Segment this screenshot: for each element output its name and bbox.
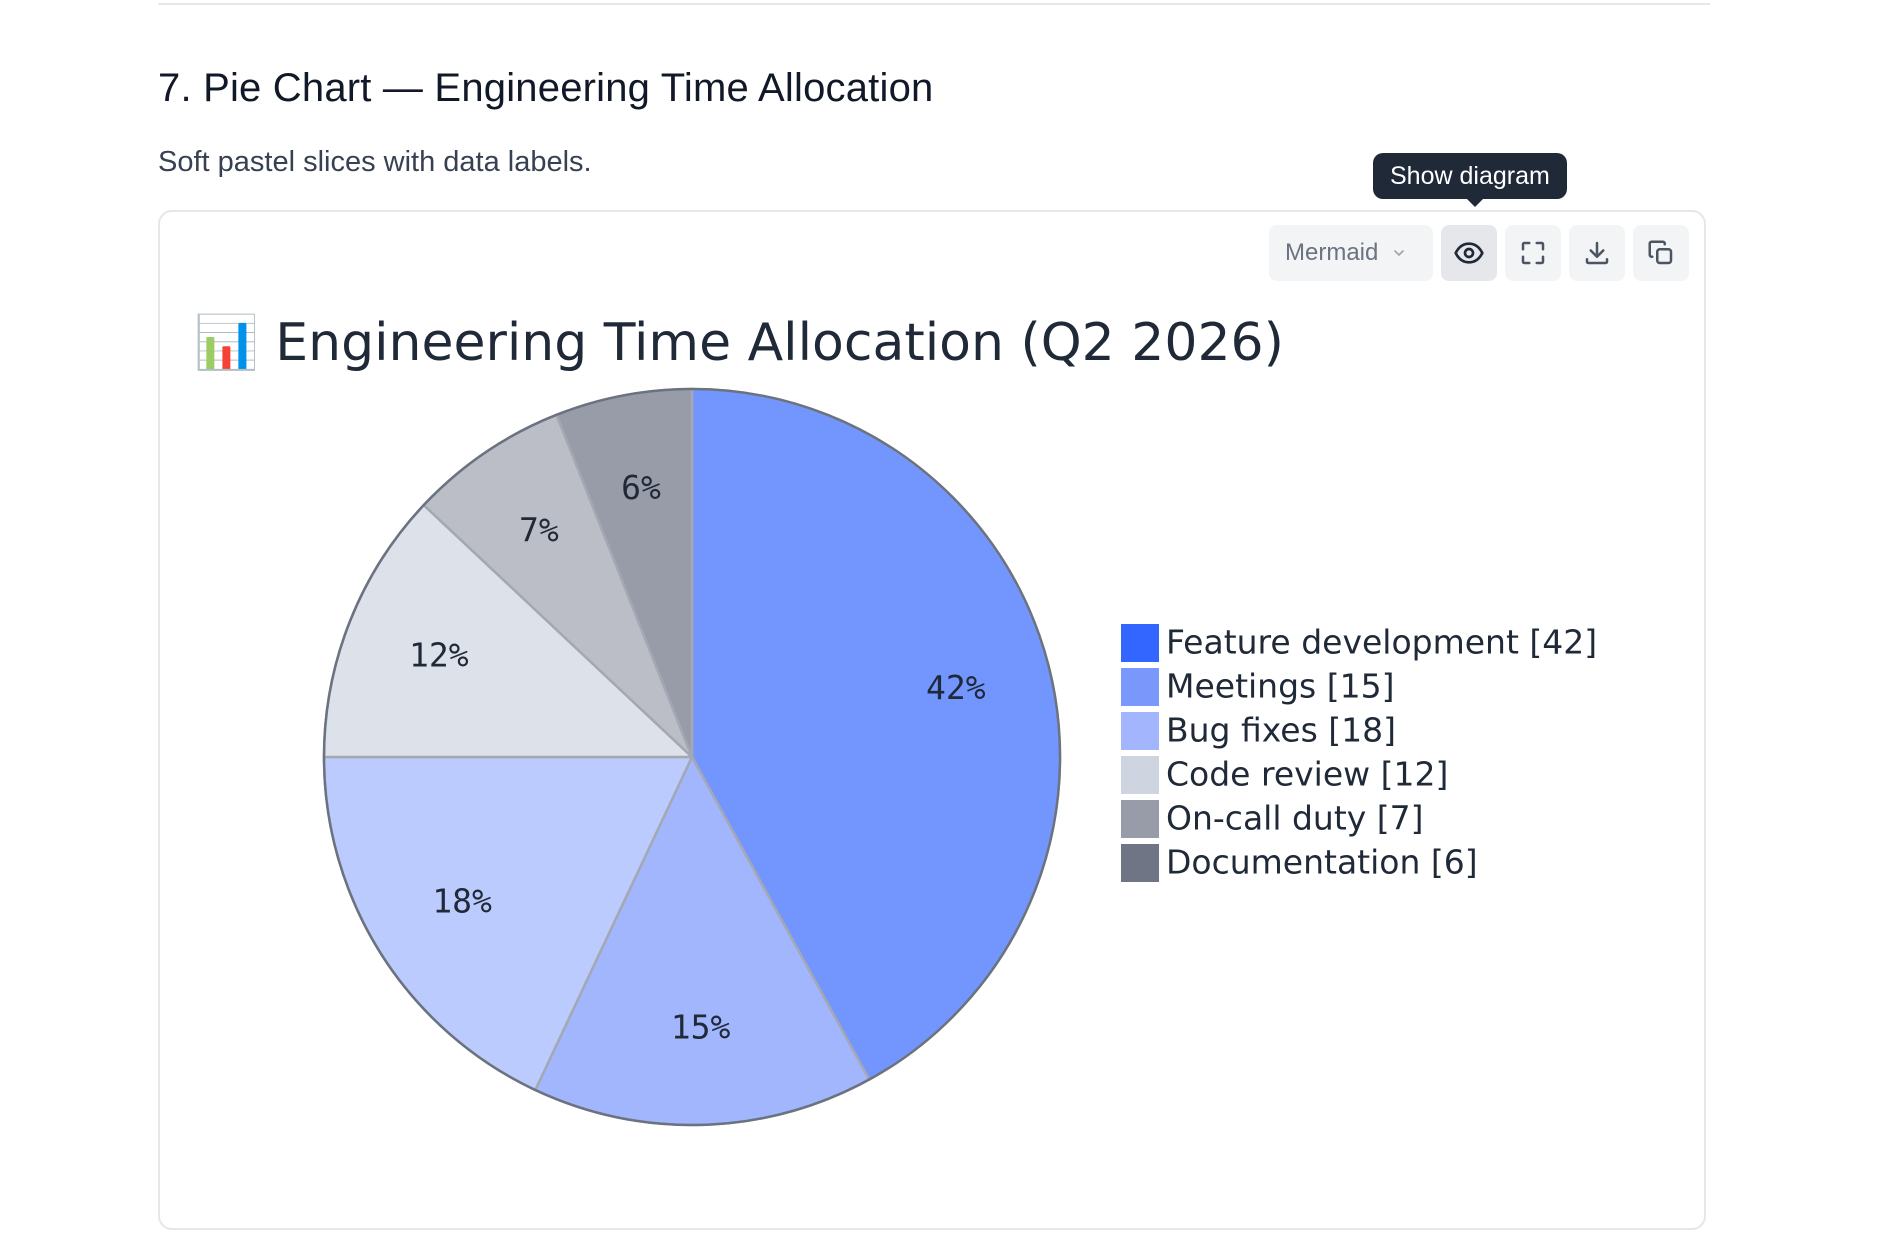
pie-slice-labels: 42% 15% 18% 12% 7% 6% xyxy=(409,468,986,1047)
legend-swatch xyxy=(1121,712,1159,750)
legend-entry: Bug fixes [18] xyxy=(1166,711,1396,750)
copy-button[interactable] xyxy=(1633,225,1689,281)
chevron-down-icon xyxy=(1394,250,1405,256)
section-divider xyxy=(158,3,1710,5)
show-diagram-button[interactable] xyxy=(1441,225,1497,281)
show-diagram-tooltip: Show diagram xyxy=(1373,153,1567,207)
eye-icon xyxy=(1454,242,1484,264)
fullscreen-button[interactable] xyxy=(1505,225,1561,281)
pie-slice-label: 15% xyxy=(671,1008,731,1047)
pie-slice-label: 6% xyxy=(621,468,661,507)
legend-swatch xyxy=(1121,756,1159,794)
legend-entry: Meetings [15] xyxy=(1166,667,1394,706)
fullscreen-icon xyxy=(1521,241,1545,265)
chart-legend: Feature development [42] Meetings [15] Bug… xyxy=(1121,623,1597,882)
download-button[interactable] xyxy=(1569,225,1625,281)
legend-entry: Documentation [6] xyxy=(1166,843,1478,882)
section-description: Soft pastel slices with data labels. xyxy=(158,146,592,178)
pie-outline xyxy=(322,387,1062,1127)
pie-slice-label: 12% xyxy=(409,635,469,674)
pie-slice-label: 42% xyxy=(926,668,986,707)
legend-swatch xyxy=(1121,668,1159,706)
mode-select-label: Mermaid xyxy=(1285,239,1379,266)
legend-swatch xyxy=(1121,624,1159,662)
pie-slice-label: 18% xyxy=(432,881,492,920)
legend-entry: Feature development [42] xyxy=(1166,623,1597,662)
legend-entry: On-call duty [7] xyxy=(1166,799,1424,838)
section-title: 7. Pie Chart — Engineering Time Allocati… xyxy=(158,66,934,110)
legend-entry: Code review [12] xyxy=(1166,755,1448,794)
legend-swatch xyxy=(1121,844,1159,882)
copy-icon xyxy=(1648,240,1673,265)
download-icon xyxy=(1585,241,1609,265)
pie-slice-label: 7% xyxy=(519,510,559,549)
diagram-toolbar: Mermaid xyxy=(1269,225,1689,281)
mode-select[interactable]: Mermaid xyxy=(1269,225,1433,281)
chart-title: 📊 Engineering Time Allocation (Q2 2026) xyxy=(194,312,1284,373)
legend-swatch xyxy=(1121,800,1159,838)
pie-slices xyxy=(322,387,1062,1127)
